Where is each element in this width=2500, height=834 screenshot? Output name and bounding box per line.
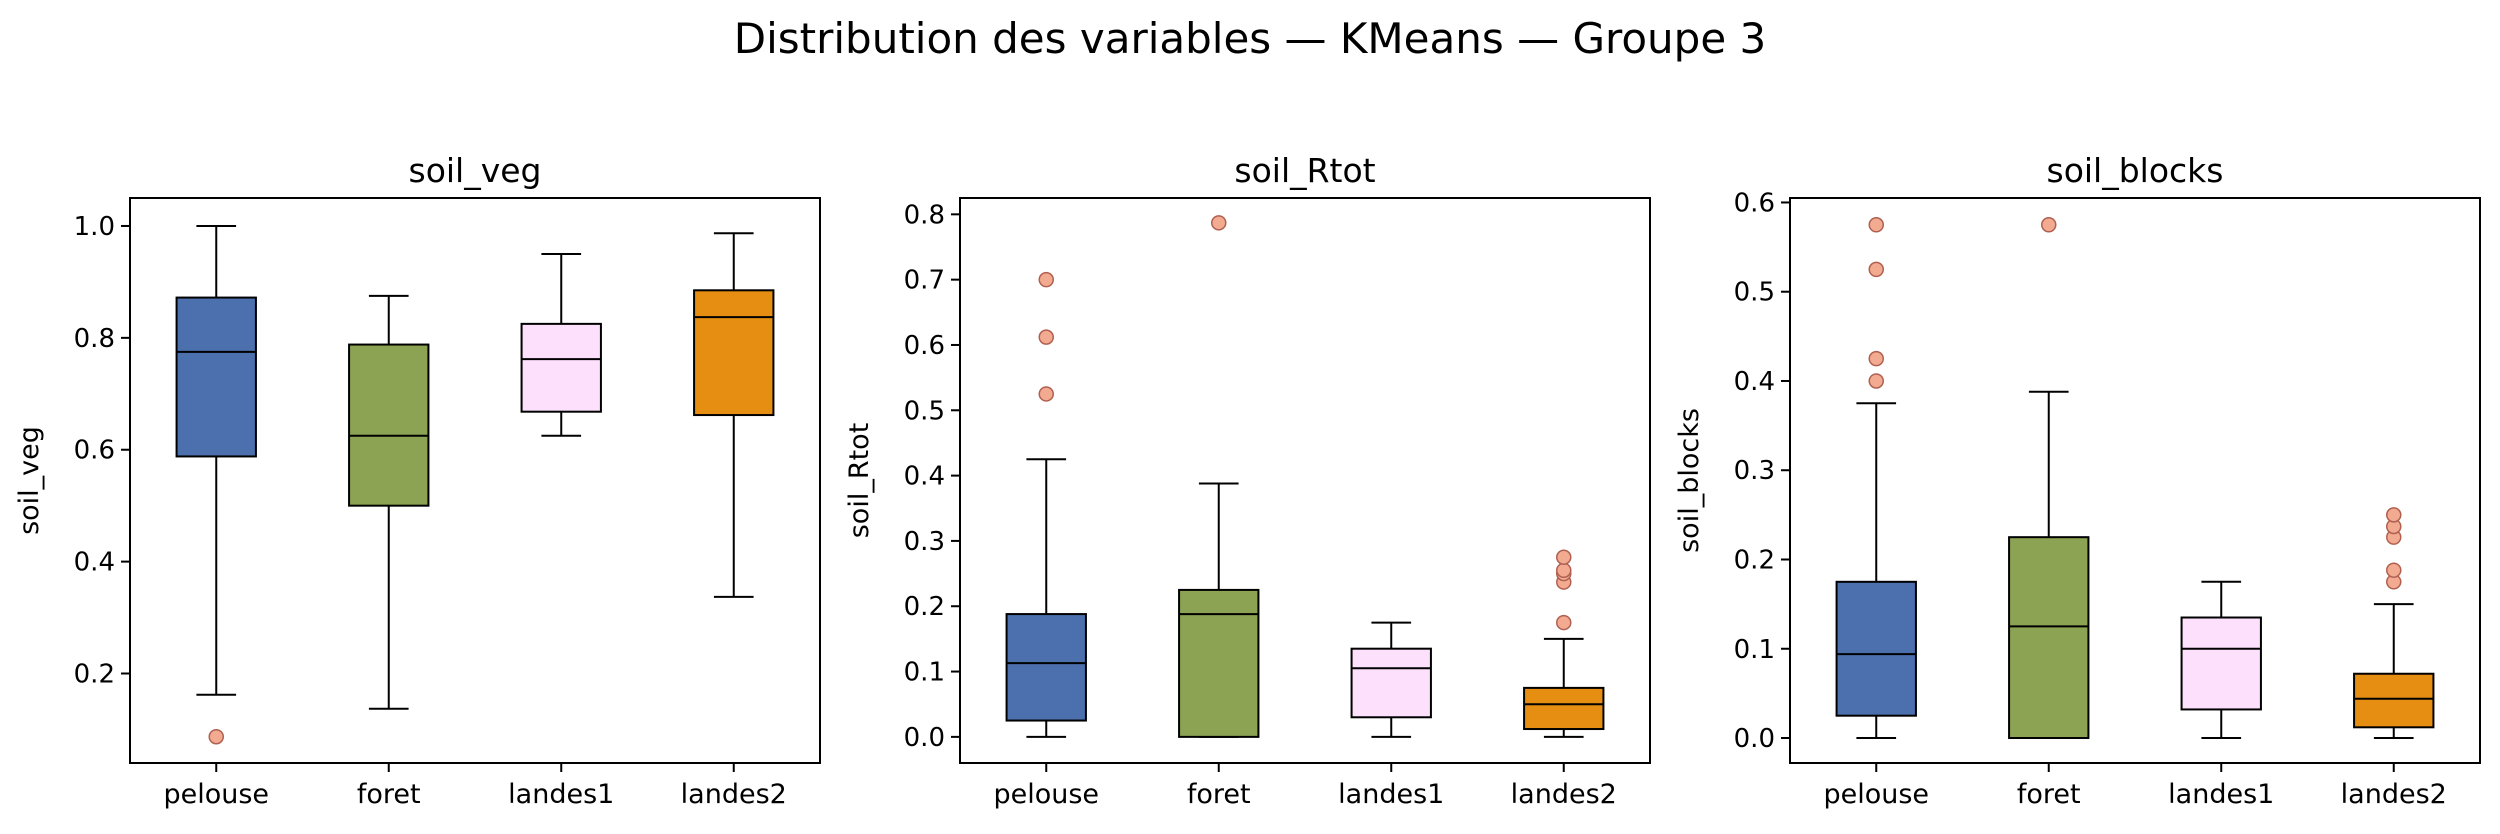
x-tick-label: landes2: [2341, 779, 2447, 810]
outlier-point: [1868, 217, 1884, 233]
outlier-point: [1556, 614, 1572, 631]
box-iqr: [1523, 686, 1605, 731]
outlier-point: [1556, 562, 1572, 579]
outlier-point: [1038, 271, 1054, 288]
outlier-point: [2041, 217, 2057, 233]
subplot-title: soil_blocks: [2047, 151, 2224, 190]
y-tick-label: 0.4: [74, 548, 115, 578]
subplot-title: soil_veg: [409, 151, 542, 190]
axes-frame: [129, 197, 821, 764]
box-foret: [2008, 217, 2090, 740]
y-tick-label: 0.6: [1734, 188, 1775, 218]
outlier-point: [1038, 386, 1054, 402]
x-tick-label: pelouse: [1823, 779, 1929, 810]
y-tick-label: 0.5: [1734, 278, 1775, 308]
box-landes2: [693, 232, 775, 598]
chart-panel-soil_Rtot: soil_Rtot soil_Rtot 0.0 0.1 0.2 0.3 0.4 0.5 0.6 0…: [844, 151, 1651, 810]
box-foret: [1178, 215, 1260, 738]
box-iqr: [1178, 588, 1260, 738]
box-landes2: [2353, 507, 2435, 740]
y-tick-label: 0.8: [904, 200, 945, 230]
y-tick-label: 0.5: [904, 396, 945, 426]
x-tick-label: landes1: [508, 779, 614, 810]
y-tick-label: 0.1: [904, 658, 945, 688]
box-landes1: [520, 252, 602, 437]
y-tick-label: 0.4: [1734, 367, 1775, 397]
y-tick-label: 0.0: [1734, 724, 1775, 754]
box-iqr: [175, 296, 257, 458]
chart-panel-soil_blocks: soil_blocks soil_blocks 0.0 0.1 0.2 0.3 0.4 0.5…: [1674, 151, 2481, 810]
outlier-point: [1868, 350, 1884, 367]
y-tick-label: 0.2: [74, 659, 115, 689]
axes-frame: [959, 197, 1651, 764]
x-tick-label: pelouse: [163, 779, 269, 810]
outlier-point: [2386, 562, 2402, 578]
x-tick-label: landes1: [1338, 779, 1444, 810]
outlier-point: [1868, 261, 1884, 278]
x-tick-label: foret: [2017, 779, 2081, 810]
box-landes1: [1350, 621, 1432, 738]
box-iqr: [520, 322, 602, 413]
y-tick-label: 0.0: [904, 723, 945, 753]
x-tick-label: landes1: [2168, 779, 2274, 810]
figure-title: Distribution des variables — KMeans — Gr…: [733, 14, 1767, 63]
y-tick-label: 0.3: [904, 527, 945, 557]
x-tick-label: landes2: [1511, 779, 1617, 810]
box-iqr: [1350, 647, 1432, 719]
box-iqr: [693, 289, 775, 417]
x-tick-label: landes2: [681, 779, 787, 810]
x-tick-label: foret: [357, 779, 421, 810]
y-tick-label: 0.6: [904, 331, 945, 361]
outlier-point: [1556, 549, 1572, 565]
box-foret: [348, 294, 430, 710]
box-iqr: [348, 343, 430, 507]
box-iqr: [1005, 613, 1087, 722]
box-iqr: [2353, 672, 2435, 729]
y-axis-label: soil_blocks: [1674, 408, 1705, 553]
y-axis-label: soil_veg: [14, 426, 45, 535]
y-tick-label: 0.6: [74, 436, 115, 466]
y-tick-label: 1.0: [74, 212, 115, 242]
outlier-point: [1038, 329, 1054, 345]
y-tick-label: 0.8: [74, 324, 115, 354]
x-tick-label: pelouse: [993, 779, 1099, 810]
outlier-point: [1211, 215, 1227, 231]
box-landes1: [2180, 580, 2262, 740]
outlier-point: [2386, 507, 2402, 523]
y-tick-label: 0.3: [1734, 456, 1775, 486]
y-tick-label: 0.1: [1734, 635, 1775, 665]
box-iqr: [1835, 580, 1917, 717]
y-axis-label: soil_Rtot: [844, 423, 875, 539]
chart-panel-soil_veg: soil_veg soil_veg 0.2 0.4 0.6 0.8 1.0 pelouse fo…: [14, 151, 821, 810]
box-iqr: [2008, 536, 2090, 740]
outlier-point: [208, 728, 224, 745]
box-pelouse: [1835, 217, 1917, 740]
y-tick-label: 0.2: [904, 592, 945, 622]
subplot-title: soil_Rtot: [1234, 151, 1375, 190]
y-tick-label: 0.7: [904, 266, 945, 296]
box-landes2: [1523, 549, 1605, 738]
axes-frame: [1789, 197, 2481, 764]
y-tick-label: 0.4: [904, 462, 945, 492]
box-iqr: [2180, 616, 2262, 711]
x-tick-label: foret: [1187, 779, 1251, 810]
box-pelouse: [175, 224, 257, 745]
box-pelouse: [1005, 271, 1087, 738]
outlier-point: [1868, 373, 1884, 389]
y-tick-label: 0.2: [1734, 545, 1775, 575]
